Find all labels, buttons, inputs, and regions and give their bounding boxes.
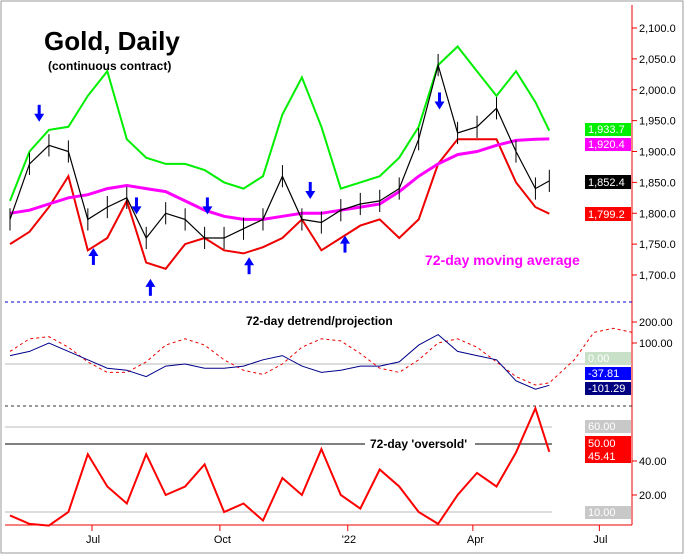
cycle-bottom-arrow-icon	[339, 235, 350, 253]
x-tick-label: Oct	[214, 534, 231, 546]
price-tick-label: 1,950.0	[639, 116, 676, 128]
tag-osc-60	[585, 420, 631, 433]
chart-subtitle: (continuous contract)	[48, 59, 171, 73]
tag-price-text: 1,852.4	[588, 177, 625, 189]
oversold-label-bg	[365, 436, 475, 451]
price-tick-label: 1,800.0	[639, 208, 676, 220]
cycle-top-arrow-icon	[202, 197, 213, 215]
price-tick-label: 2,100.0	[639, 23, 676, 35]
tag-ma-text: 1,920.4	[588, 139, 625, 151]
x-tick-label: Apr	[467, 534, 484, 546]
price-tick-label: 1,700.0	[639, 270, 676, 282]
cycle-bottom-arrow-icon	[244, 257, 255, 275]
price-tick-label: 2,050.0	[639, 54, 676, 66]
tag-ma	[585, 138, 631, 151]
price-tick-label: 1,750.0	[639, 239, 676, 251]
tag-osc-10	[585, 506, 631, 519]
tag-detrend-1	[585, 367, 631, 380]
cycle-top-arrow-icon	[34, 104, 45, 122]
ma-annotation: 72-day moving average	[425, 252, 580, 268]
tag-zero-text: 0.00	[588, 353, 609, 365]
x-tick-label: '22	[342, 534, 356, 546]
tag-detrend-1-text: -37.81	[588, 368, 619, 380]
price-tick-label: 1,850.0	[639, 177, 676, 189]
cycle-top-arrow-icon	[305, 181, 316, 199]
lower-band-line	[9, 138, 550, 270]
x-tick-label: Jul	[86, 534, 100, 546]
tag-price	[585, 175, 631, 189]
price-tick-label: 1,900.0	[639, 147, 676, 159]
cycle-top-arrow-icon	[131, 197, 142, 215]
tag-osc-50-text: 50.00	[588, 438, 616, 450]
tag-osc-last-text: 45.41	[588, 451, 616, 463]
moving-average-line	[9, 137, 550, 221]
tag-zero	[585, 352, 631, 365]
osc-tick-label: 40.00	[639, 456, 667, 468]
detrend-tick-label: 200.00	[639, 317, 673, 329]
oversold-title: 72-day 'oversold'	[370, 437, 467, 451]
tag-osc-60-text: 60.00	[588, 421, 616, 433]
cycle-top-arrow-icon	[434, 92, 445, 110]
osc-tick-label: 20.00	[639, 490, 667, 502]
tag-detrend-2	[585, 382, 631, 395]
upper-band-line	[9, 45, 551, 202]
cycle-bottom-arrow-icon	[88, 247, 99, 265]
x-tick-label: Jul	[593, 534, 607, 546]
price-tick-label: 2,000.0	[639, 85, 676, 97]
tag-lower-band	[585, 207, 631, 221]
tag-upper-band-text: 1,933.7	[588, 124, 625, 136]
detrend-tick-label: 100.00	[639, 338, 673, 350]
tag-osc-10-text: 10.00	[588, 507, 616, 519]
tag-upper-band	[585, 123, 631, 136]
detrend-title: 72-day detrend/projection	[246, 314, 393, 328]
tag-lower-band-text: 1,799.2	[588, 209, 625, 221]
tag-detrend-2-text: -101.29	[588, 383, 625, 395]
cycle-bottom-arrow-icon	[145, 278, 156, 296]
oscillator-line	[9, 405, 551, 527]
detrend-line	[9, 333, 550, 390]
chart-title: Gold, Daily	[44, 26, 180, 56]
tag-osc-red	[585, 436, 631, 463]
projection-line	[9, 327, 633, 386]
